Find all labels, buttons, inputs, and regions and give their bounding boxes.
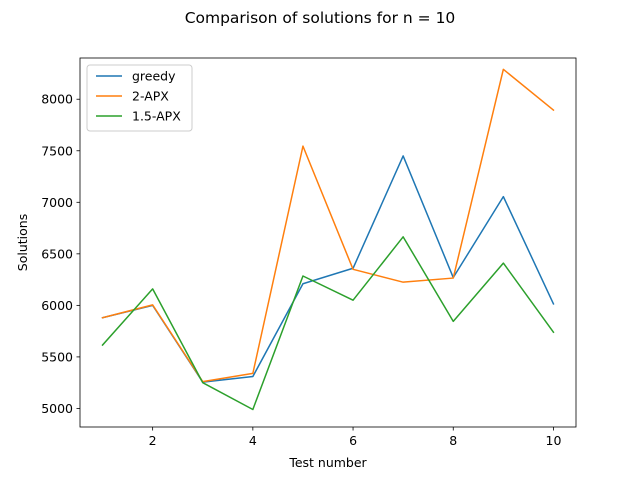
legend-box <box>86 64 193 132</box>
plot-frame <box>79 57 577 428</box>
chart-title: Comparison of solutions for n = 10 <box>185 9 456 27</box>
y-tick-label: 7000 <box>41 195 73 210</box>
axes-layer: 2 4 6 8 10 5000 5500 6000 6500 7000 7500 8000 <box>41 92 561 448</box>
series-line-1-5-apx <box>101 236 555 411</box>
legend-label-1-5-apx: 1.5-APX <box>132 109 181 124</box>
y-tick-label: 5000 <box>41 401 73 416</box>
y-tick-label: 5500 <box>41 349 73 364</box>
x-tick-label: 6 <box>349 433 357 448</box>
x-tick-label: 10 <box>546 433 562 448</box>
legend-label-greedy: greedy <box>132 69 176 84</box>
x-tick-label: 2 <box>149 433 157 448</box>
y-axis-label: Solutions <box>15 214 30 271</box>
y-tick-label: 6000 <box>41 298 73 313</box>
y-tick-label: 7500 <box>41 143 73 158</box>
y-tick-label: 8000 <box>41 92 73 107</box>
legend-label-2-apx: 2-APX <box>132 89 169 104</box>
legend: greedy 2-APX 1.5-APX <box>86 64 193 132</box>
x-tick-label: 8 <box>449 433 457 448</box>
x-tick-label: 4 <box>249 433 257 448</box>
x-axis-label: Test number <box>288 455 367 470</box>
series-line-2-apx <box>101 68 555 383</box>
series-layer <box>101 68 555 411</box>
y-tick-label: 6500 <box>41 246 73 261</box>
